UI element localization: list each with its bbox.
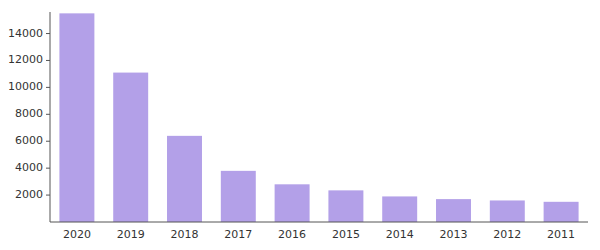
- chart-svg: 2000 4000 6000 8000 10000 12000 14000 2020 2019 2…: [0, 0, 600, 250]
- y-tick-label: 10000: [8, 80, 43, 93]
- y-tick: [46, 87, 50, 88]
- bar: [436, 199, 471, 222]
- y-axis-line: [50, 12, 51, 222]
- chart-container: 2000 4000 6000 8000 10000 12000 14000 2020 2019 2…: [0, 0, 600, 250]
- bar: [221, 171, 256, 222]
- y-tick-label: 6000: [15, 134, 43, 147]
- x-tick-label: 2011: [547, 228, 575, 241]
- x-tick-label: 2017: [224, 228, 252, 241]
- x-tick-label: 2013: [440, 228, 468, 241]
- bar: [167, 136, 202, 222]
- y-tick: [46, 60, 50, 61]
- x-tick-label: 2012: [493, 228, 521, 241]
- x-tick-label: 2016: [278, 228, 306, 241]
- bars: [59, 13, 578, 222]
- bar: [59, 13, 94, 222]
- y-tick-label: 8000: [15, 107, 43, 120]
- bar: [382, 196, 417, 222]
- bar: [490, 200, 525, 222]
- y-tick-label: 2000: [15, 188, 43, 201]
- x-tick-label: 2015: [332, 228, 360, 241]
- x-tick-label: 2019: [117, 228, 145, 241]
- x-tick-label: 2020: [63, 228, 91, 241]
- y-tick: [46, 33, 50, 34]
- x-tick-label: 2014: [386, 228, 414, 241]
- y-tick-label: 12000: [8, 53, 43, 66]
- bar: [328, 190, 363, 222]
- x-axis-line: [50, 222, 588, 223]
- bar: [113, 73, 148, 222]
- y-tick-label: 4000: [15, 161, 43, 174]
- y-tick-label: 14000: [8, 27, 43, 40]
- y-tick: [46, 141, 50, 142]
- axes: 2000 4000 6000 8000 10000 12000 14000 2020 2019 2…: [8, 12, 588, 241]
- x-tick-label: 2018: [171, 228, 199, 241]
- bar: [544, 202, 579, 222]
- y-tick: [46, 195, 50, 196]
- bar: [275, 184, 310, 222]
- y-tick: [46, 114, 50, 115]
- y-tick: [46, 168, 50, 169]
